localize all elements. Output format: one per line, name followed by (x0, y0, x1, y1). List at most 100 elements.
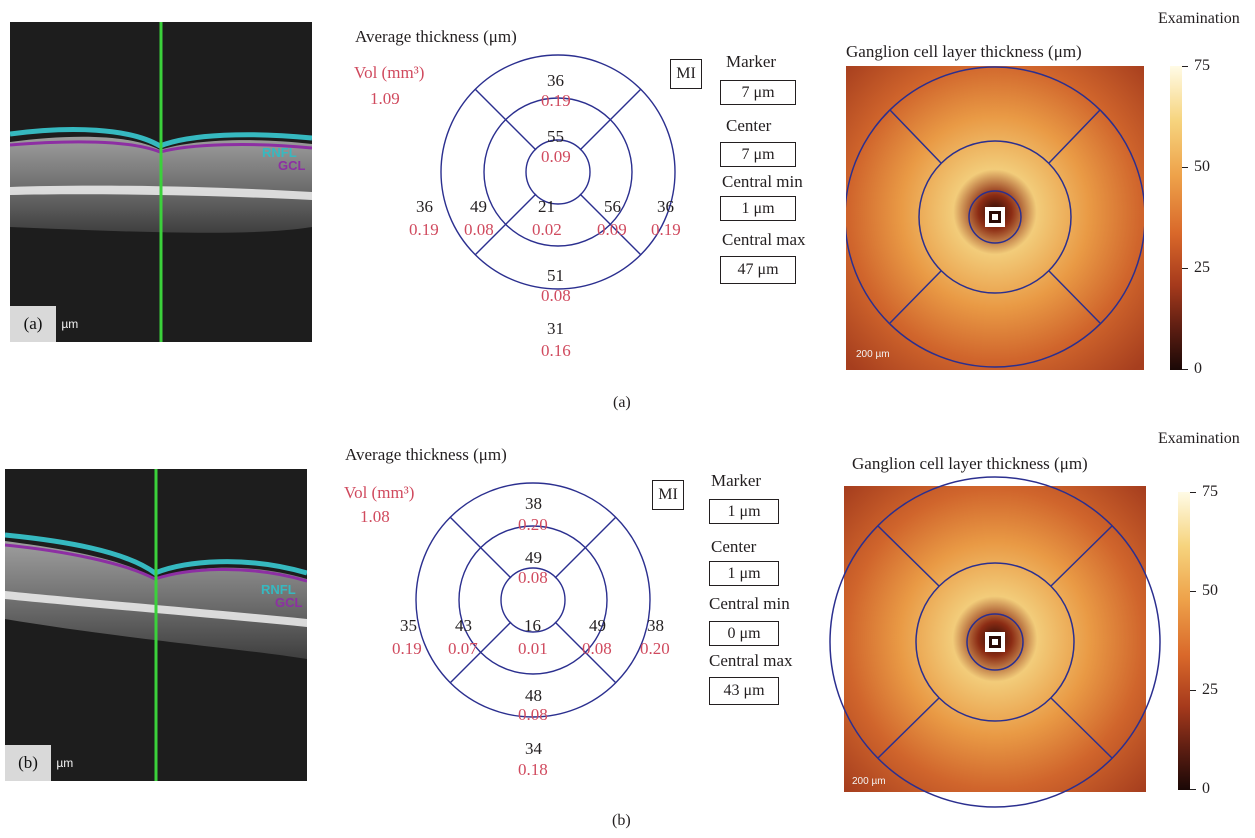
sector-outer-bottom-thickness: 31 (547, 319, 564, 338)
volume-label: Vol (mm³) (344, 483, 415, 502)
sector-inner-right-volume: 0.09 (597, 220, 627, 239)
center-value: 1 μm (709, 561, 779, 586)
central-min-label: Central min (722, 172, 803, 191)
sector-inner-top-volume: 0.09 (541, 147, 571, 166)
thickness-colorbar: 75 50 25 0 (1178, 484, 1238, 797)
sector-outer-bottom-volume: 0.18 (518, 760, 548, 779)
sector-inner-bottom-thickness: 51 (547, 266, 564, 285)
colorbar-tick-75: 75 (1202, 483, 1218, 500)
sector-inner-left-thickness: 43 (455, 616, 472, 635)
gcl-label: GCL (275, 595, 303, 610)
sector-center-thickness: 21 (538, 197, 555, 216)
gcl-map-scale: 200 µm (852, 776, 886, 787)
sector-outer-left-volume: 0.19 (409, 220, 439, 239)
outer-ring (440, 54, 676, 290)
sector-inner-left-volume: 0.07 (448, 639, 478, 658)
sector-inner-right-thickness: 49 (589, 616, 606, 635)
gcl-map-title: Ganglion cell layer thickness (μm) (846, 42, 1082, 61)
rnfl-label: RNFL (261, 582, 296, 597)
sector-outer-right-volume: 0.20 (640, 639, 670, 658)
sector-outer-top-thickness: 36 (547, 71, 564, 90)
volume-value: 1.09 (370, 89, 400, 108)
sector-inner-right-volume: 0.08 (582, 639, 612, 658)
sector-center-thickness: 16 (524, 616, 541, 635)
gcl-map-scale: 200 µm (856, 349, 890, 360)
center-ring (525, 139, 591, 205)
oct-bscan-image: RNFL GCL (b) µm (5, 469, 307, 781)
colorbar-tick-0: 0 (1202, 780, 1210, 797)
sector-outer-left-thickness: 35 (400, 616, 417, 635)
mi-box: MI (652, 480, 684, 510)
gcl-map-graphic (846, 66, 1144, 370)
sector-outer-top-volume: 0.19 (541, 91, 571, 110)
etdrs-grid (415, 482, 651, 718)
volume-label: Vol (mm³) (354, 63, 425, 82)
sector-outer-left-thickness: 36 (416, 197, 433, 216)
gcl-label: GCL (278, 158, 306, 173)
sector-center-volume: 0.01 (518, 639, 548, 658)
sector-outer-top-volume: 0.20 (518, 515, 548, 534)
marker-value: 7 μm (720, 80, 796, 105)
sector-inner-top-thickness: 49 (525, 548, 542, 567)
colorbar-tick-25: 25 (1194, 259, 1210, 276)
sector-outer-left-volume: 0.19 (392, 639, 422, 658)
panel-caption: (b) (612, 812, 631, 829)
inner-ring (483, 97, 633, 247)
examination-label: Examination (1158, 10, 1240, 27)
central-max-label: Central max (722, 230, 806, 249)
inner-ring (458, 525, 608, 675)
sector-inner-bottom-thickness: 48 (525, 686, 542, 705)
sector-inner-bottom-volume: 0.08 (518, 705, 548, 724)
oct-bscan-graphic (10, 22, 312, 342)
colorbar-gradient (1170, 66, 1182, 370)
oct-panel-tag: (b) (5, 745, 51, 781)
gcl-map-title: Ganglion cell layer thickness (μm) (852, 454, 1088, 473)
colorbar-tick-25: 25 (1202, 681, 1218, 698)
rnfl-label: RNFL (262, 145, 297, 160)
colorbar-tick-75: 75 (1194, 57, 1210, 74)
central-max-value: 47 μm (720, 256, 796, 284)
gcl-map-graphic (829, 476, 1161, 808)
sector-outer-right-volume: 0.19 (651, 220, 681, 239)
average-thickness-title: Average thickness (μm) (355, 27, 517, 46)
panel-caption: (a) (613, 394, 631, 411)
oct-bscan-graphic (5, 469, 307, 781)
volume-value: 1.08 (360, 507, 390, 526)
central-min-value: 0 μm (709, 621, 779, 646)
marker-label: Marker (726, 52, 777, 71)
central-max-label: Central max (709, 651, 793, 670)
marker-value: 1 μm (709, 499, 779, 524)
sector-inner-left-thickness: 49 (470, 197, 487, 216)
outer-ring (415, 482, 651, 718)
oct-scale-text: µm (58, 317, 79, 331)
center-label: Center (726, 116, 772, 135)
center-label: Center (711, 537, 757, 556)
colorbar-tick-50: 50 (1202, 582, 1218, 599)
center-ring (500, 567, 566, 633)
sector-inner-bottom-volume: 0.08 (541, 286, 571, 305)
sector-outer-bottom-thickness: 34 (525, 739, 542, 758)
mi-box: MI (670, 59, 702, 89)
marker-label: Marker (711, 471, 762, 490)
sector-outer-bottom-volume: 0.16 (541, 341, 571, 360)
sector-outer-top-thickness: 38 (525, 494, 542, 513)
thickness-colorbar: 75 50 25 0 (1170, 58, 1230, 377)
average-thickness-title: Average thickness (μm) (345, 445, 507, 464)
sector-inner-top-volume: 0.08 (518, 568, 548, 587)
center-value: 7 μm (720, 142, 796, 167)
figure-panel-a: RNFL GCL (a) µm Average thickness (μm) V… (10, 10, 1240, 411)
sector-outer-right-thickness: 38 (647, 616, 664, 635)
sector-center-volume: 0.02 (532, 220, 562, 239)
sector-inner-left-volume: 0.08 (464, 220, 494, 239)
gcl-thickness-map: 200 µm (846, 66, 1144, 370)
colorbar-gradient (1178, 492, 1190, 790)
colorbar-tick-0: 0 (1194, 360, 1202, 377)
central-min-value: 1 μm (720, 196, 796, 221)
sector-outer-right-thickness: 36 (657, 197, 674, 216)
figure-panel-b: RNFL GCL (b) µm Average thickness (μm) V… (0, 420, 1255, 838)
etdrs-grid (440, 54, 676, 290)
gcl-thickness-map: 200 µm (829, 476, 1161, 808)
examination-label: Examination (1158, 430, 1240, 447)
oct-scale-text: µm (53, 756, 74, 770)
oct-bscan-image: RNFL GCL (a) µm (10, 22, 312, 342)
